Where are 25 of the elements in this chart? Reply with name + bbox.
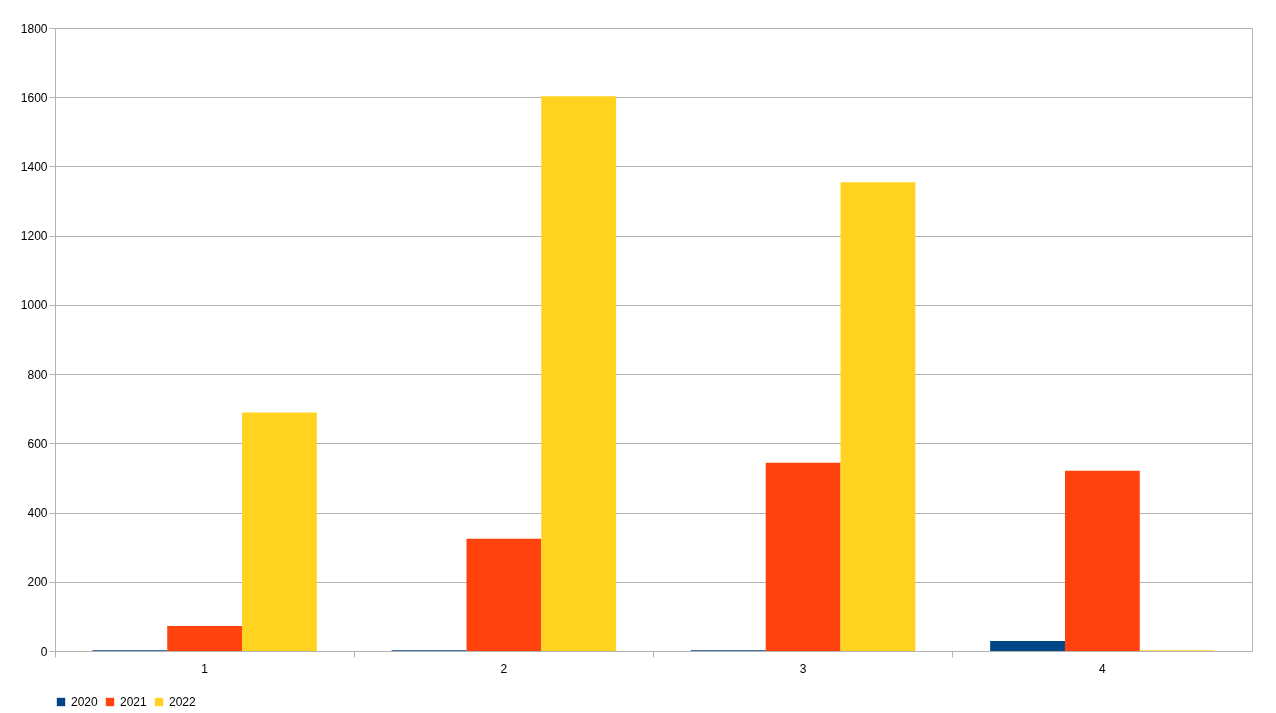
legend-label: 2020 <box>71 695 99 709</box>
bar <box>1064 470 1140 651</box>
legend-label: 2022 <box>169 695 197 709</box>
bar <box>242 412 317 651</box>
y-tick-label: 1400 <box>20 159 48 174</box>
x-tick-label: 4 <box>1099 661 1107 676</box>
y-tick-label: 400 <box>27 506 48 521</box>
y-tick-label: 600 <box>27 436 48 451</box>
bar <box>990 640 1065 651</box>
bar <box>466 538 542 651</box>
y-tick-label: 1000 <box>20 298 48 313</box>
y-tick-label: 0 <box>40 644 48 659</box>
x-tick-label: 2 <box>500 661 508 676</box>
bar <box>840 182 916 651</box>
y-tick-label: 800 <box>27 367 48 382</box>
bar <box>765 462 841 651</box>
legend-label: 2021 <box>120 695 148 709</box>
x-tick-label: 3 <box>799 661 807 676</box>
y-tick-label: 1600 <box>20 90 48 105</box>
bar <box>541 96 617 651</box>
y-tick-label: 1800 <box>20 21 48 36</box>
bar <box>167 626 243 651</box>
y-tick-label: 200 <box>27 575 48 590</box>
y-tick-label: 1200 <box>20 229 48 244</box>
x-tick-label: 1 <box>201 661 209 676</box>
